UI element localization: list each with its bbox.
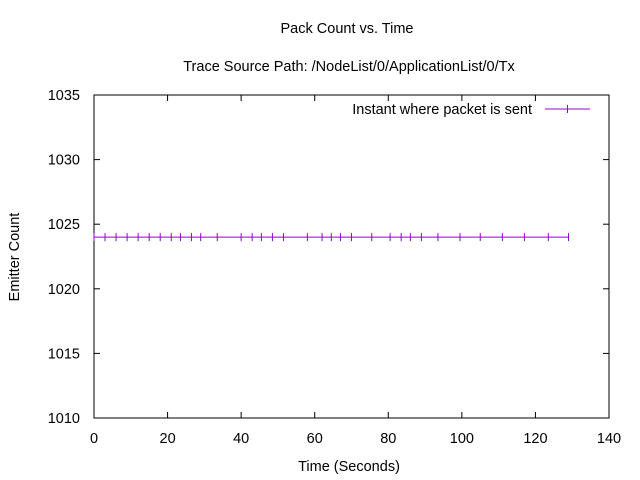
chart-title: Pack Count vs. Time	[281, 21, 414, 37]
y-tick-label: 1020	[48, 282, 80, 298]
x-tick-label: 20	[160, 431, 176, 447]
y-tick-label: 1035	[48, 88, 80, 104]
legend-label: Instant where packet is sent	[352, 102, 532, 118]
x-tick-label: 60	[307, 431, 323, 447]
x-tick-label: 40	[233, 431, 249, 447]
y-axis: 1010 1015 1020 1025 1030 1035	[48, 88, 609, 427]
chart-subtitle: Trace Source Path: /NodeList/0/Applicati…	[183, 59, 515, 75]
y-tick-label: 1025	[48, 217, 80, 233]
x-axis: 0 20 40 60 80 100 120 140	[90, 95, 621, 447]
y-tick-label: 1010	[48, 411, 80, 427]
x-tick-label: 0	[90, 431, 98, 447]
x-tick-label: 100	[450, 431, 474, 447]
legend: Instant where packet is sent	[352, 102, 590, 118]
series-group	[93, 233, 570, 242]
x-tick-label: 80	[380, 431, 396, 447]
x-axis-label: Time (Seconds)	[298, 459, 400, 475]
plot-frame	[93, 94, 610, 419]
y-tick-label: 1030	[48, 153, 80, 169]
x-tick-label: 120	[523, 431, 547, 447]
x-tick-label: 140	[597, 431, 621, 447]
y-axis-label: Emitter Count	[7, 213, 23, 302]
y-tick-label: 1015	[48, 346, 80, 362]
